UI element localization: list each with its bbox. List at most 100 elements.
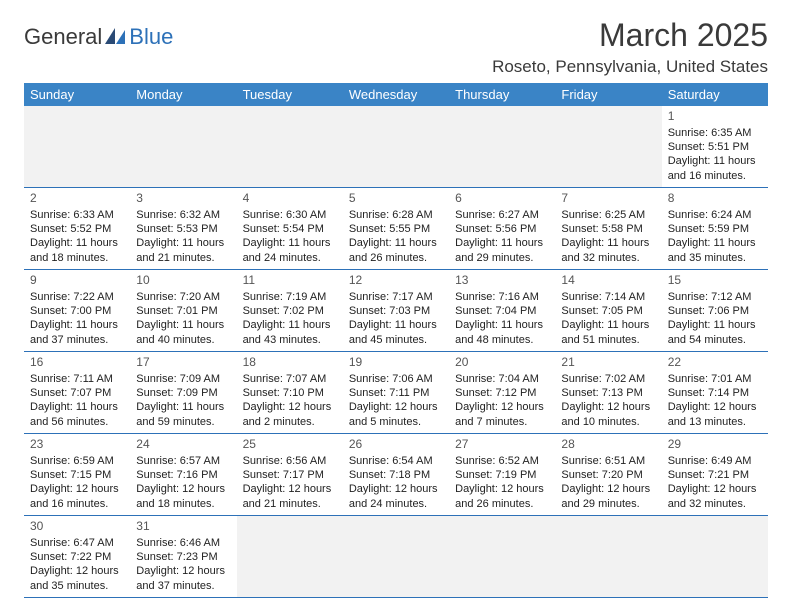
sunset-text: Sunset: 7:19 PM — [455, 468, 549, 482]
weekday-header: Tuesday — [237, 83, 343, 106]
calendar-row: 16Sunrise: 7:11 AMSunset: 7:07 PM Dayligh… — [24, 352, 768, 434]
calendar-cell: 25Sunrise: 6:56 AMSunset: 7:17 PMDayligh… — [237, 434, 343, 516]
calendar-row: 1Sunrise: 6:35 AMSunset: 5:51 PMDaylight… — [24, 106, 768, 188]
daylight-text: Daylight: 11 hours and 43 minutes. — [243, 318, 337, 347]
sunset-text: Sunset: 7:13 PM — [561, 386, 655, 400]
day-number: 9 — [30, 273, 124, 289]
calendar-cell — [237, 516, 343, 598]
logo-sail-icon — [105, 28, 127, 46]
calendar-cell — [24, 106, 130, 188]
day-number: 8 — [668, 191, 762, 207]
sunset-text: Sunset: 7:18 PM — [349, 468, 443, 482]
sunrise-text: Sunrise: 6:56 AM — [243, 454, 337, 468]
sunrise-text: Sunrise: 6:49 AM — [668, 454, 762, 468]
header: General Blue March 2025 Roseto, Pennsylv… — [24, 18, 768, 77]
daylight-text: Daylight: 12 hours and 10 minutes. — [561, 400, 655, 429]
sunset-text: Sunset: 5:53 PM — [136, 222, 230, 236]
logo-text-general: General — [24, 24, 102, 50]
calendar-cell: 15Sunrise: 7:12 AMSunset: 7:06 PMDayligh… — [662, 270, 768, 352]
sunrise-text: Sunrise: 6:54 AM — [349, 454, 443, 468]
calendar-cell: 8Sunrise: 6:24 AMSunset: 5:59 PMDaylight… — [662, 188, 768, 270]
sunrise-text: Sunrise: 7:04 AM — [455, 372, 549, 386]
daylight-text: Daylight: 12 hours and 26 minutes. — [455, 482, 549, 511]
day-number: 2 — [30, 191, 124, 207]
calendar-cell: 23Sunrise: 6:59 AMSunset: 7:15 PMDayligh… — [24, 434, 130, 516]
sunset-text: Sunset: 5:51 PM — [668, 140, 762, 154]
calendar-cell: 12Sunrise: 7:17 AMSunset: 7:03 PMDayligh… — [343, 270, 449, 352]
daylight-text: Daylight: 12 hours and 5 minutes. — [349, 400, 443, 429]
sunrise-text: Sunrise: 6:46 AM — [136, 536, 230, 550]
sunset-text: Sunset: 5:54 PM — [243, 222, 337, 236]
calendar-cell: 28Sunrise: 6:51 AMSunset: 7:20 PMDayligh… — [555, 434, 661, 516]
sunset-text: Sunset: 7:02 PM — [243, 304, 337, 318]
sunset-text: Sunset: 7:23 PM — [136, 550, 230, 564]
sunrise-text: Sunrise: 7:11 AM — [30, 372, 124, 386]
daylight-text: Daylight: 12 hours and 2 minutes. — [243, 400, 337, 429]
day-number: 7 — [561, 191, 655, 207]
day-number: 19 — [349, 355, 443, 371]
calendar-cell — [343, 106, 449, 188]
sunrise-text: Sunrise: 6:47 AM — [30, 536, 124, 550]
weekday-header-row: Sunday Monday Tuesday Wednesday Thursday… — [24, 83, 768, 106]
calendar-cell: 30Sunrise: 6:47 AMSunset: 7:22 PMDayligh… — [24, 516, 130, 598]
sunrise-text: Sunrise: 6:24 AM — [668, 208, 762, 222]
day-number: 21 — [561, 355, 655, 371]
sunset-text: Sunset: 7:03 PM — [349, 304, 443, 318]
sunset-text: Sunset: 5:52 PM — [30, 222, 124, 236]
sunset-text: Sunset: 7:06 PM — [668, 304, 762, 318]
day-number: 16 — [30, 355, 124, 371]
day-number: 1 — [668, 109, 762, 125]
sunset-text: Sunset: 5:58 PM — [561, 222, 655, 236]
sunset-text: Sunset: 7:01 PM — [136, 304, 230, 318]
location: Roseto, Pennsylvania, United States — [492, 57, 768, 77]
daylight-text: Daylight: 11 hours and 32 minutes. — [561, 236, 655, 265]
daylight-text: Daylight: 11 hours and 40 minutes. — [136, 318, 230, 347]
sunset-text: Sunset: 7:16 PM — [136, 468, 230, 482]
daylight-text: Daylight: 12 hours and 16 minutes. — [30, 482, 124, 511]
calendar-table: Sunday Monday Tuesday Wednesday Thursday… — [24, 83, 768, 598]
sunset-text: Sunset: 5:56 PM — [455, 222, 549, 236]
sunrise-text: Sunrise: 7:07 AM — [243, 372, 337, 386]
calendar-cell: 3Sunrise: 6:32 AMSunset: 5:53 PMDaylight… — [130, 188, 236, 270]
weekday-header: Friday — [555, 83, 661, 106]
daylight-text: Daylight: 12 hours and 13 minutes. — [668, 400, 762, 429]
sunset-text: Sunset: 7:11 PM — [349, 386, 443, 400]
sunset-text: Sunset: 7:21 PM — [668, 468, 762, 482]
day-number: 23 — [30, 437, 124, 453]
sunrise-text: Sunrise: 6:30 AM — [243, 208, 337, 222]
day-number: 6 — [455, 191, 549, 207]
daylight-text: Daylight: 11 hours and 59 minutes. — [136, 400, 230, 429]
sunset-text: Sunset: 7:20 PM — [561, 468, 655, 482]
calendar-cell — [662, 516, 768, 598]
sunset-text: Sunset: 5:55 PM — [349, 222, 443, 236]
calendar-cell: 14Sunrise: 7:14 AMSunset: 7:05 PMDayligh… — [555, 270, 661, 352]
weekday-header: Saturday — [662, 83, 768, 106]
sunrise-text: Sunrise: 6:51 AM — [561, 454, 655, 468]
calendar-cell: 18Sunrise: 7:07 AMSunset: 7:10 PMDayligh… — [237, 352, 343, 434]
sunrise-text: Sunrise: 7:02 AM — [561, 372, 655, 386]
sunrise-text: Sunrise: 7:01 AM — [668, 372, 762, 386]
daylight-text: Daylight: 12 hours and 7 minutes. — [455, 400, 549, 429]
daylight-text: Daylight: 11 hours and 37 minutes. — [30, 318, 124, 347]
calendar-cell — [449, 106, 555, 188]
sunset-text: Sunset: 7:22 PM — [30, 550, 124, 564]
sunrise-text: Sunrise: 6:25 AM — [561, 208, 655, 222]
calendar-cell: 19Sunrise: 7:06 AMSunset: 7:11 PMDayligh… — [343, 352, 449, 434]
calendar-cell: 6Sunrise: 6:27 AMSunset: 5:56 PMDaylight… — [449, 188, 555, 270]
day-number: 20 — [455, 355, 549, 371]
daylight-text: Daylight: 12 hours and 32 minutes. — [668, 482, 762, 511]
sunset-text: Sunset: 7:07 PM — [30, 386, 124, 400]
calendar-row: 23Sunrise: 6:59 AMSunset: 7:15 PMDayligh… — [24, 434, 768, 516]
day-number: 3 — [136, 191, 230, 207]
day-number: 28 — [561, 437, 655, 453]
day-number: 13 — [455, 273, 549, 289]
day-number: 30 — [30, 519, 124, 535]
daylight-text: Daylight: 11 hours and 45 minutes. — [349, 318, 443, 347]
sunset-text: Sunset: 5:59 PM — [668, 222, 762, 236]
calendar-cell — [449, 516, 555, 598]
calendar-cell: 22Sunrise: 7:01 AMSunset: 7:14 PMDayligh… — [662, 352, 768, 434]
daylight-text: Daylight: 11 hours and 48 minutes. — [455, 318, 549, 347]
sunset-text: Sunset: 7:00 PM — [30, 304, 124, 318]
calendar-cell: 20Sunrise: 7:04 AMSunset: 7:12 PMDayligh… — [449, 352, 555, 434]
calendar-row: 9Sunrise: 7:22 AMSunset: 7:00 PMDaylight… — [24, 270, 768, 352]
